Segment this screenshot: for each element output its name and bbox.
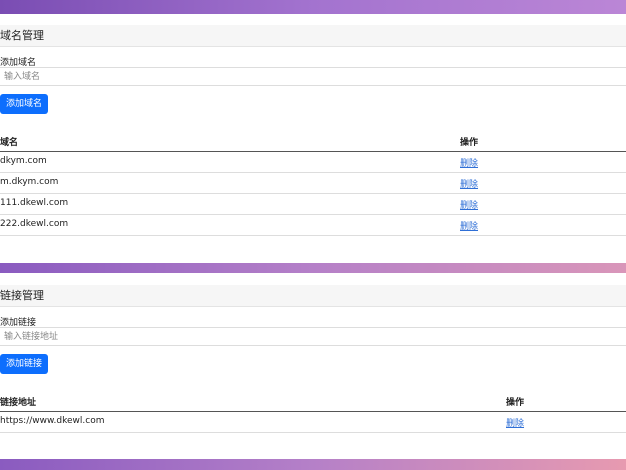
row-rule bbox=[0, 193, 626, 194]
column-header: 链接地址 bbox=[0, 398, 37, 408]
cell: m.dkym.com bbox=[0, 177, 59, 187]
add-button[interactable]: 添加链接 bbox=[0, 354, 49, 374]
header-rule bbox=[0, 151, 626, 152]
row-rule bbox=[0, 235, 626, 236]
cell: 111.dkewl.com bbox=[0, 198, 69, 208]
delete-link[interactable]: 删除 bbox=[460, 180, 479, 190]
column-header: 域名 bbox=[0, 138, 19, 148]
header-rule bbox=[0, 411, 626, 412]
bottom-bar bbox=[0, 459, 626, 470]
delete-link[interactable]: 删除 bbox=[460, 201, 479, 211]
divider-bar bbox=[0, 263, 626, 273]
column-header: 操作 bbox=[506, 398, 525, 408]
row-rule bbox=[0, 432, 626, 433]
section-header: 域名管理 bbox=[0, 25, 626, 47]
row-rule bbox=[0, 172, 626, 173]
cell: 222.dkewl.com bbox=[0, 219, 69, 229]
cell: https://www.dkewl.com bbox=[0, 416, 105, 426]
input-label: 添加域名 bbox=[0, 58, 37, 68]
add-button[interactable]: 添加域名 bbox=[0, 94, 49, 114]
top-bar bbox=[0, 0, 626, 14]
delete-link[interactable]: 删除 bbox=[506, 419, 525, 429]
delete-link[interactable]: 删除 bbox=[460, 222, 479, 232]
row-rule bbox=[0, 214, 626, 215]
column-header: 操作 bbox=[460, 138, 479, 148]
cell: dkym.com bbox=[0, 156, 47, 166]
input-label: 添加链接 bbox=[0, 318, 37, 328]
delete-link[interactable]: 删除 bbox=[460, 159, 479, 169]
section-header: 链接管理 bbox=[0, 285, 626, 307]
text-input[interactable]: 输入链接地址 bbox=[0, 327, 626, 346]
text-input[interactable]: 输入域名 bbox=[0, 67, 626, 86]
